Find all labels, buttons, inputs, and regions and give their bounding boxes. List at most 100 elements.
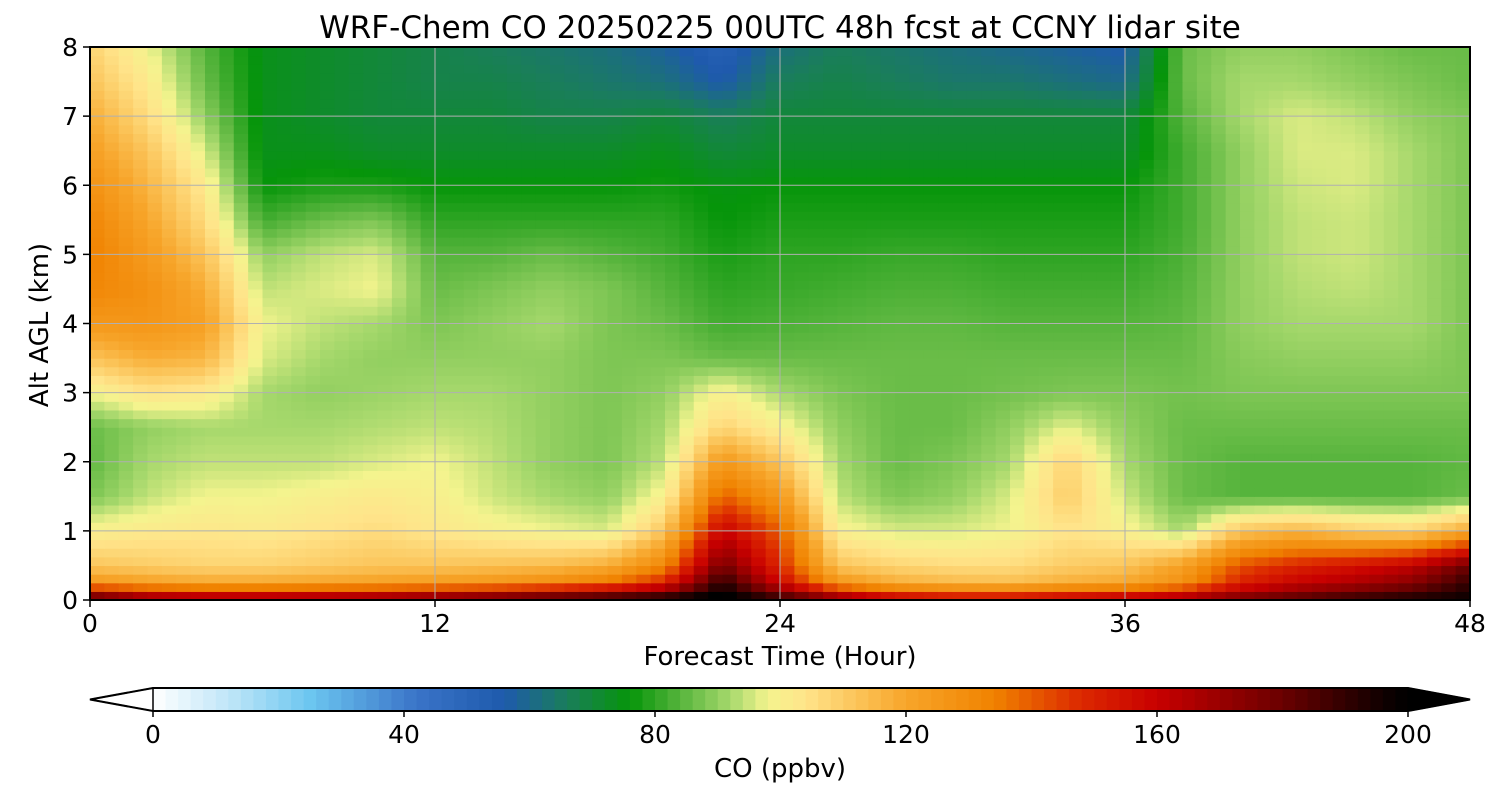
heatmap-cell — [363, 453, 379, 463]
heatmap-cell — [1081, 159, 1097, 169]
heatmap-cell — [391, 470, 407, 480]
heatmap-cell — [952, 539, 968, 549]
heatmap-cell — [1297, 297, 1313, 307]
heatmap-cell — [276, 574, 292, 584]
heatmap-cell — [348, 202, 364, 212]
heatmap-cell — [564, 591, 580, 600]
heatmap-cell — [693, 280, 709, 290]
heatmap-cell — [780, 211, 795, 221]
heatmap-cell — [1096, 366, 1112, 376]
heatmap-cell — [1398, 219, 1414, 230]
heatmap-cell — [880, 211, 896, 221]
heatmap-cell — [1182, 418, 1198, 428]
heatmap-cell — [1455, 228, 1470, 238]
heatmap-cell — [866, 444, 882, 454]
heatmap-cell — [1311, 358, 1327, 368]
heatmap-cell — [607, 306, 623, 316]
heatmap-cell — [1139, 409, 1155, 420]
heatmap-cell — [1355, 211, 1370, 221]
heatmap-cell — [391, 254, 407, 264]
heatmap-cell — [995, 479, 1011, 489]
heatmap-cell — [1254, 591, 1270, 600]
heatmap-cell — [233, 435, 249, 446]
heatmap-cell — [1455, 219, 1470, 230]
heatmap-cell — [722, 349, 738, 359]
heatmap-cell — [780, 375, 795, 385]
heatmap-cell — [406, 383, 422, 394]
heatmap-cell — [808, 582, 824, 592]
heatmap-cell — [650, 496, 666, 506]
heatmap-cell — [1125, 314, 1140, 325]
heatmap-cell — [1441, 349, 1457, 359]
heatmap-cell — [190, 556, 206, 567]
heatmap-cell — [679, 392, 695, 402]
heatmap-cell — [90, 453, 105, 463]
heatmap-cell — [1096, 487, 1112, 497]
heatmap-cell — [1081, 375, 1097, 385]
heatmap-cell — [808, 167, 824, 178]
heatmap-cell — [1211, 513, 1227, 523]
heatmap-cell — [981, 263, 997, 273]
heatmap-cell — [363, 366, 379, 376]
heatmap-cell — [262, 237, 278, 247]
heatmap-cell — [966, 461, 982, 471]
heatmap-cell — [708, 401, 724, 411]
heatmap-cell — [1125, 340, 1140, 351]
heatmap-cell — [736, 349, 752, 359]
heatmap-cell — [981, 245, 997, 255]
heatmap-cell — [133, 574, 149, 584]
heatmap-cell — [1225, 375, 1241, 385]
heatmap-cell — [578, 487, 594, 497]
heatmap-cell — [550, 297, 565, 307]
heatmap-cell — [578, 219, 594, 230]
heatmap-cell — [1053, 582, 1069, 592]
heatmap-cell — [363, 591, 379, 600]
heatmap-cell — [909, 167, 925, 178]
heatmap-cell — [808, 150, 824, 160]
heatmap-cell — [1211, 228, 1227, 238]
heatmap-cell — [1355, 565, 1370, 575]
heatmap-cell — [492, 487, 508, 497]
heatmap-cell — [276, 565, 292, 575]
heatmap-cell — [1153, 150, 1169, 160]
heatmap-cell — [463, 193, 479, 204]
heatmap-cell — [521, 332, 537, 342]
heatmap-cell — [1283, 288, 1299, 299]
heatmap-cell — [665, 211, 680, 221]
heatmap-cell — [1096, 159, 1112, 169]
heatmap-cell — [1340, 263, 1356, 273]
heatmap-cell — [1211, 418, 1227, 428]
heatmap-cell — [248, 237, 264, 247]
heatmap-cell — [866, 193, 882, 204]
heatmap-cell — [593, 167, 609, 178]
heatmap-cell — [104, 211, 120, 221]
heatmap-cell — [1311, 263, 1327, 273]
heatmap-cell — [966, 418, 982, 428]
heatmap-cell — [1254, 435, 1270, 446]
heatmap-cell — [607, 530, 623, 541]
heatmap-cell — [291, 504, 307, 515]
heatmap-cell — [895, 435, 910, 446]
heatmap-cell — [679, 185, 695, 195]
heatmap-cell — [1010, 539, 1025, 549]
heatmap-cell — [981, 444, 997, 454]
heatmap-cell — [276, 263, 292, 273]
heatmap-cell — [650, 392, 666, 402]
heatmap-cell — [550, 487, 565, 497]
heatmap-cell — [104, 479, 120, 489]
heatmap-cell — [1426, 392, 1442, 402]
heatmap-cell — [981, 582, 997, 592]
heatmap-cell — [276, 366, 292, 376]
heatmap-cell — [1240, 435, 1255, 446]
heatmap-cell — [794, 487, 810, 497]
heatmap-cell — [133, 237, 149, 247]
heatmap-cell — [1010, 556, 1025, 567]
heatmap-cell — [190, 574, 206, 584]
heatmap-cell — [248, 297, 264, 307]
heatmap-cell — [320, 288, 335, 299]
heatmap-cell — [593, 366, 609, 376]
heatmap-cell — [1240, 504, 1255, 515]
heatmap-cell — [435, 487, 450, 497]
heatmap-cell — [679, 548, 695, 558]
heatmap-cell — [837, 418, 853, 428]
